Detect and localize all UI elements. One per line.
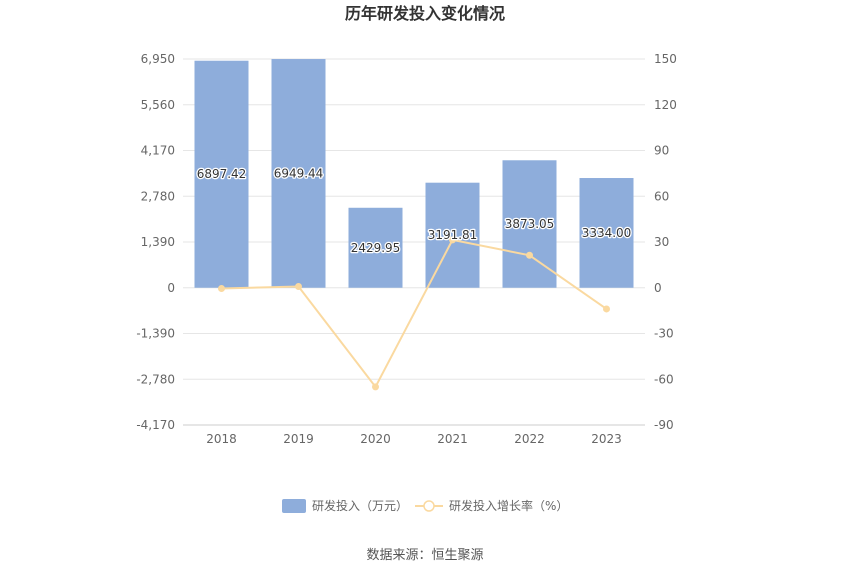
right-tick-label: -30: [654, 327, 674, 341]
bar-data-labels: 6897.42 6949.44 2429.95 3191.81 3873.05 3334.…: [195, 165, 632, 256]
legend-line-label[interactable]: 研发投入增长率（%）: [449, 498, 568, 513]
bar-2022[interactable]: [502, 160, 557, 288]
right-axis: 150 120 90 60 30 0 -30 -60 -90: [654, 52, 677, 432]
bar-2021[interactable]: [425, 182, 480, 288]
bar-2019[interactable]: [271, 59, 326, 288]
x-tick-label: 2018: [206, 432, 237, 446]
x-axis: 2018 2019 2020 2021 2022 2023: [183, 424, 645, 446]
x-tick-label: 2023: [591, 432, 622, 446]
left-tick-label: 6,950: [141, 52, 175, 66]
legend-bar-swatch[interactable]: [282, 499, 306, 513]
gridlines: [183, 58, 645, 426]
left-axis: 6,950 5,560 4,170 2,780 1,390 0 -1,390 -2,780 -4…: [136, 52, 175, 432]
x-tick-label: 2021: [437, 432, 468, 446]
left-tick-label: -4,170: [136, 418, 175, 432]
left-tick-label: 5,560: [141, 98, 175, 112]
bar-data-label: 3334.00: [582, 226, 632, 240]
right-tick-label: 0: [654, 281, 662, 295]
source-text: 数据来源：恒生聚源: [366, 548, 483, 563]
right-tick-label: 90: [654, 144, 669, 158]
x-tick-label: 2019: [283, 432, 314, 446]
growth-point-2022[interactable]: [526, 251, 533, 259]
left-tick-label: 0: [167, 281, 175, 295]
growth-line: [221, 238, 608, 389]
chart-title: 历年研发投入变化情况: [345, 4, 505, 23]
left-tick-label: -2,780: [136, 372, 175, 386]
x-tick-label: 2022: [514, 432, 545, 446]
bar-2018[interactable]: [194, 60, 249, 288]
bar-data-label: 6897.42: [197, 167, 247, 181]
bar-2023[interactable]: [579, 178, 634, 288]
left-tick-label: 2,780: [141, 189, 175, 203]
bar-data-label: 3873.05: [505, 217, 555, 231]
right-tick-label: 30: [654, 235, 669, 249]
bar-data-label: 3191.81: [428, 228, 478, 242]
legend-bar-label[interactable]: 研发投入（万元）: [312, 498, 408, 513]
right-tick-label: -60: [654, 372, 674, 386]
left-tick-label: 1,390: [141, 235, 175, 249]
bar-series: [194, 59, 634, 288]
right-tick-label: -90: [654, 418, 674, 432]
growth-point-2018[interactable]: [218, 285, 225, 293]
bar-data-label: 6949.44: [274, 166, 324, 180]
growth-point-2019[interactable]: [295, 283, 302, 291]
legend: 研发投入（万元） 研发投入增长率（%）: [282, 498, 568, 513]
legend-line-marker[interactable]: [423, 500, 435, 512]
growth-point-2020[interactable]: [372, 383, 379, 391]
left-tick-label: -1,390: [136, 327, 175, 341]
bar-data-label: 2429.95: [351, 241, 401, 255]
right-tick-label: 120: [654, 98, 677, 112]
growth-point-2021[interactable]: [449, 236, 456, 244]
right-tick-label: 60: [654, 189, 669, 203]
x-tick-label: 2020: [360, 432, 391, 446]
bar-2020[interactable]: [348, 207, 403, 288]
left-tick-label: 4,170: [141, 144, 175, 158]
growth-point-2023[interactable]: [603, 305, 610, 313]
line-series: [218, 236, 610, 391]
right-tick-label: 150: [654, 52, 677, 66]
